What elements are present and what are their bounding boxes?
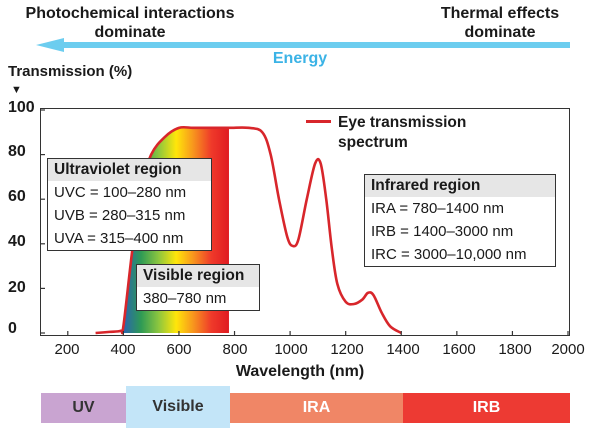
infrared-info-box: Infrared region IRA = 780–1400 nm IRB = …: [364, 174, 556, 267]
legend-label-line1: Eye transmission: [338, 114, 467, 131]
photochemical-header-line1: Photochemical interactions: [25, 5, 235, 22]
x-tick-1400: 1400: [386, 341, 420, 358]
x-axis-label: Wavelength (nm): [235, 363, 365, 380]
thermal-header: Thermal effects dominate: [430, 4, 570, 42]
uva-range: UVA = 315–400 nm: [54, 230, 184, 247]
photochemical-header: Photochemical interactions dominate: [10, 4, 250, 42]
down-triangle-icon: ▼: [11, 84, 22, 96]
band-uv: UV: [41, 393, 126, 423]
y-tick-20: 20: [8, 279, 26, 296]
thermal-header-line2: dominate: [464, 24, 536, 41]
x-tick-200: 200: [54, 341, 80, 358]
legend-swatch: [306, 120, 331, 123]
x-tick-1200: 1200: [330, 341, 364, 358]
band-ira: IRA: [230, 393, 403, 423]
energy-label: Energy: [272, 50, 328, 67]
x-tick-1600: 1600: [442, 341, 476, 358]
legend-label: Eye transmission spectrum: [338, 113, 498, 153]
x-tick-1800: 1800: [498, 341, 532, 358]
y-tick-80: 80: [8, 143, 26, 160]
energy-arrow-icon: [36, 38, 570, 52]
visible-info-box: Visible region 380–780 nm: [136, 264, 260, 311]
y-tick-40: 40: [8, 233, 26, 250]
irb-range: IRB = 1400–3000 nm: [371, 223, 514, 240]
ultraviolet-box-title: Ultraviolet region: [48, 159, 211, 181]
y-axis-label: Transmission (%): [8, 63, 133, 80]
thermal-header-line1: Thermal effects: [440, 5, 560, 22]
y-tick-60: 60: [8, 188, 26, 205]
ultraviolet-info-box: Ultraviolet region UVC = 100–280 nm UVB …: [47, 158, 212, 251]
photochemical-header-line2: dominate: [94, 24, 166, 41]
band-irb: IRB: [403, 393, 570, 423]
x-tick-2000: 2000: [551, 341, 585, 358]
infrared-box-title: Infrared region: [365, 175, 555, 197]
x-tick-1000: 1000: [274, 341, 308, 358]
visible-box-title: Visible region: [137, 265, 259, 287]
visible-range: 380–780 nm: [143, 290, 227, 307]
x-tick-400: 400: [110, 341, 136, 358]
x-tick-800: 800: [222, 341, 248, 358]
uvc-range: UVC = 100–280 nm: [54, 184, 187, 201]
ira-range: IRA = 780–1400 nm: [371, 200, 505, 217]
legend-label-line2: spectrum: [338, 134, 408, 151]
y-tick-0: 0: [8, 320, 17, 337]
uvb-range: UVB = 280–315 nm: [54, 207, 186, 224]
band-visible: Visible: [126, 386, 230, 428]
y-tick-100: 100: [8, 99, 35, 116]
irc-range: IRC = 3000–10,000 nm: [371, 246, 527, 263]
x-tick-600: 600: [166, 341, 192, 358]
